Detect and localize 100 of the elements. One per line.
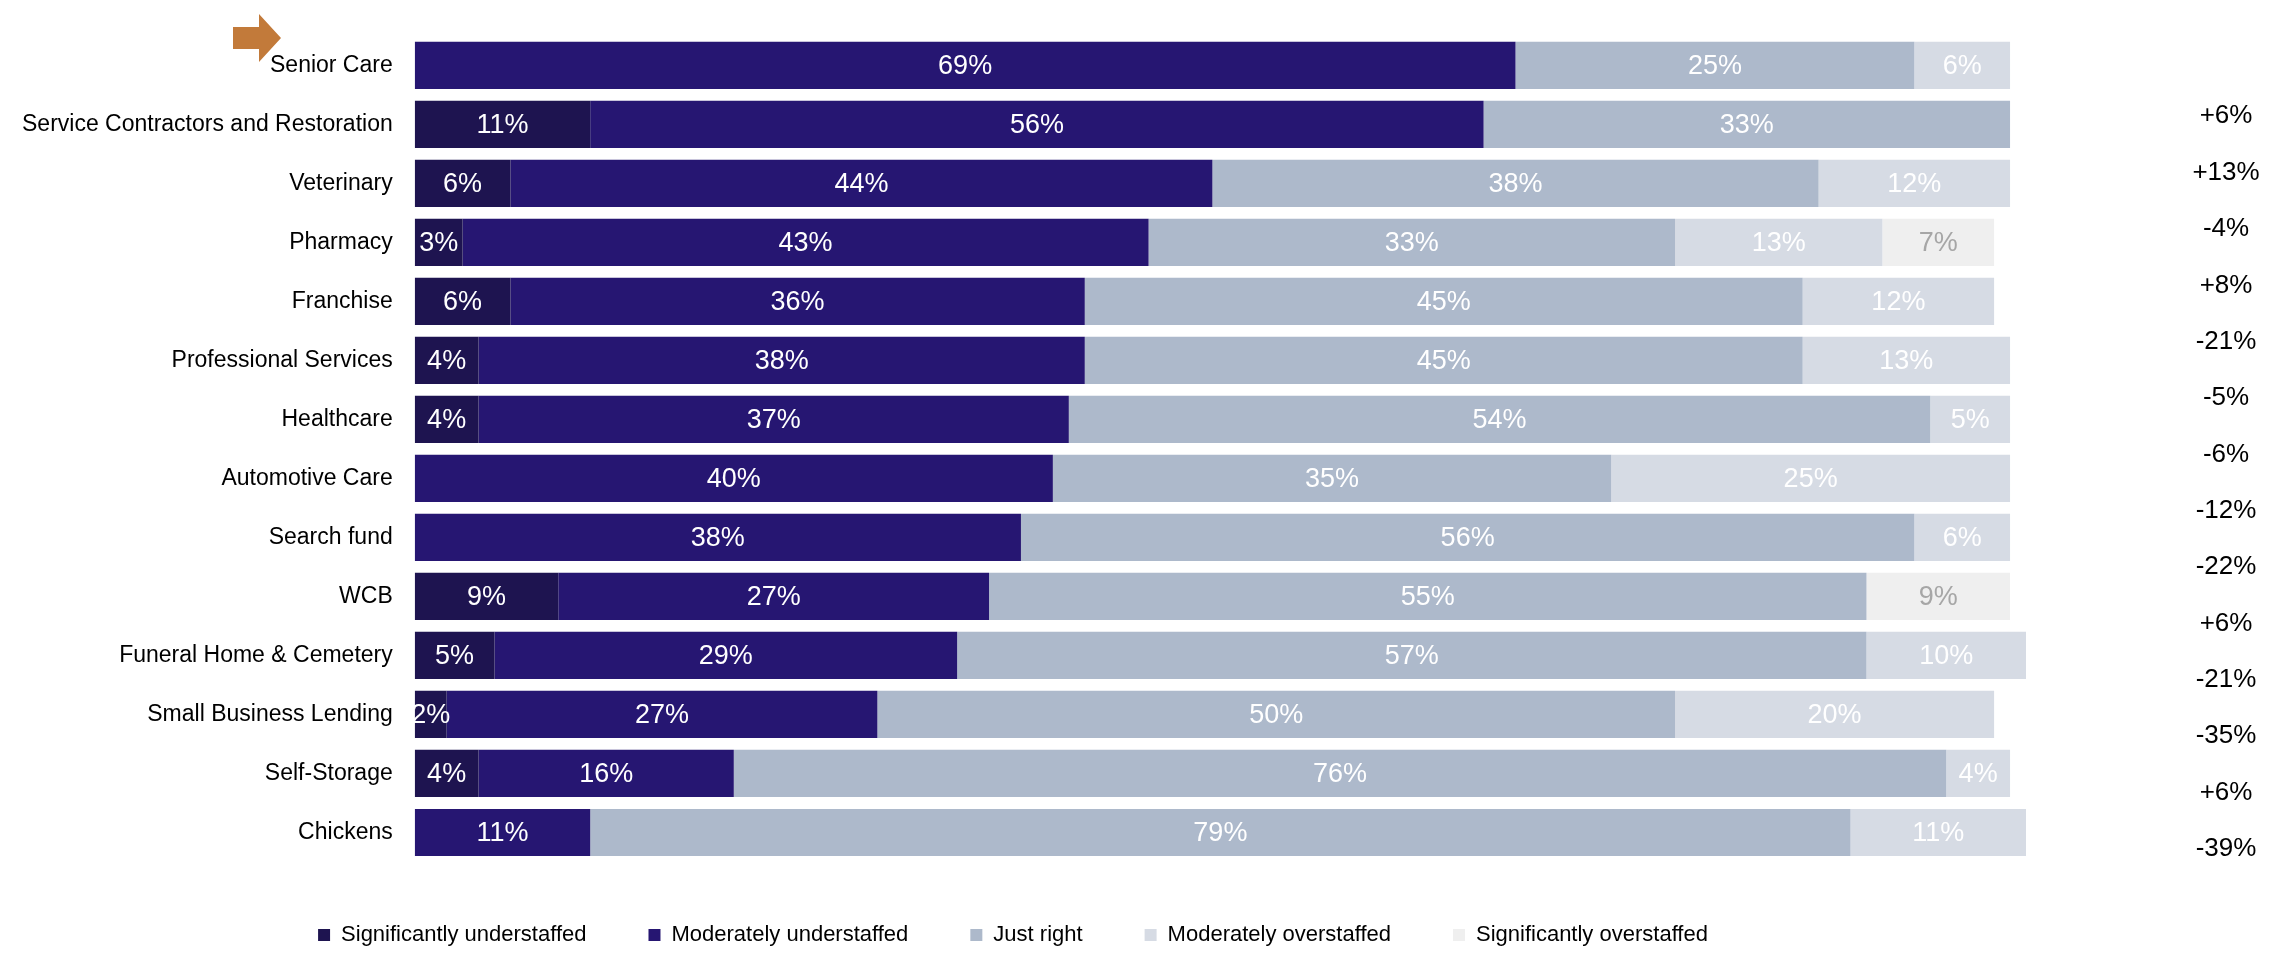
data-label: 9% — [1918, 580, 1958, 611]
text: +6% — [2199, 775, 2253, 806]
bar — [1882, 218, 1995, 266]
bar — [1611, 454, 2011, 503]
data-label: 4% — [427, 757, 467, 788]
data-label: 5% — [435, 639, 475, 670]
text: +6% — [2199, 606, 2253, 637]
y-tick-label: Funeral Home & Cemetery — [119, 640, 394, 667]
y-tick-label: Veterinary — [289, 168, 394, 195]
data-label: 43% — [778, 226, 833, 257]
text: +8% — [2199, 268, 2253, 299]
data-label: 76% — [1312, 757, 1368, 788]
bar — [1818, 159, 2011, 207]
data-label: 56% — [1440, 521, 1495, 552]
bar — [1675, 218, 1883, 266]
legend-label: Moderately overstaffed — [1167, 921, 1391, 947]
bar — [462, 218, 1149, 266]
bar — [494, 631, 958, 680]
bar — [1515, 41, 1915, 89]
bar — [1675, 690, 1995, 739]
data-label: 45% — [1416, 285, 1471, 316]
data-label: 9% — [467, 580, 507, 611]
data-label: 11% — [476, 108, 529, 139]
data-label: 27% — [634, 698, 690, 729]
y-tick-label: Franchise — [291, 286, 393, 313]
bar — [414, 513, 1021, 562]
bar — [414, 808, 591, 857]
legend-label: Significantly understaffed — [341, 921, 587, 947]
data-label: 27% — [746, 580, 801, 611]
y-tick-label: Professional Services — [171, 345, 393, 372]
data-label: 38% — [1488, 167, 1543, 198]
bar — [1084, 336, 1803, 384]
data-label: 33% — [1719, 108, 1774, 139]
legend-label: Just right — [993, 921, 1083, 947]
data-label: 35% — [1305, 462, 1360, 493]
bar — [414, 41, 1516, 89]
legend-label: Moderately understaffed — [671, 921, 909, 947]
bar — [1148, 218, 1676, 266]
text: +6% — [2199, 99, 2253, 130]
bar — [1802, 336, 2011, 384]
bar — [414, 277, 511, 325]
y-tick-label: Healthcare — [281, 404, 393, 431]
bar — [1866, 631, 2026, 680]
data-label: 25% — [1687, 49, 1742, 80]
y-tick-label: Service Contractors and Restoration — [21, 109, 393, 136]
data-label: 55% — [1400, 580, 1455, 611]
bar — [1212, 159, 1819, 207]
text: -5% — [2202, 381, 2250, 412]
bar — [590, 808, 1851, 857]
y-tick-label: WCB — [339, 581, 393, 608]
data-label: 6% — [443, 167, 483, 198]
y-tick-label: Self-Storage — [264, 758, 393, 785]
bar — [1914, 41, 2011, 89]
data-label: 54% — [1472, 403, 1527, 434]
data-label: 57% — [1384, 639, 1439, 670]
data-label: 36% — [770, 285, 825, 316]
bar — [1068, 395, 1931, 443]
text: -21% — [2195, 663, 2257, 694]
data-label: 6% — [443, 285, 483, 316]
data-label: 37% — [746, 403, 801, 434]
bar — [414, 159, 511, 207]
bar — [414, 454, 1053, 503]
data-label: 45% — [1416, 344, 1471, 375]
data-label: 4% — [427, 344, 467, 375]
text: -12% — [2195, 493, 2257, 524]
data-label: 38% — [754, 344, 809, 375]
bar — [733, 749, 1947, 798]
text: -4% — [2202, 212, 2250, 243]
data-label: 69% — [938, 49, 993, 80]
bar — [414, 100, 591, 148]
y-tick-label: Search fund — [268, 522, 393, 549]
bar — [1802, 277, 1995, 325]
bar — [1866, 572, 2011, 621]
bar — [877, 690, 1676, 739]
data-label: 11% — [476, 816, 529, 847]
data-label: 16% — [579, 757, 634, 788]
bar — [1483, 100, 2011, 148]
text: -22% — [2195, 550, 2257, 581]
y-tick-label: Chickens — [298, 817, 393, 844]
bar — [478, 395, 1069, 443]
text: -6% — [2202, 437, 2250, 468]
bar — [957, 631, 1867, 680]
y-tick-label: Senior Care — [269, 50, 393, 77]
data-label: 3% — [419, 226, 459, 257]
data-label: 7% — [1918, 226, 1958, 257]
data-label: 40% — [706, 462, 761, 493]
bar — [558, 572, 990, 621]
data-label: 38% — [690, 521, 745, 552]
data-label: 33% — [1384, 226, 1439, 257]
data-label: 4% — [427, 403, 467, 434]
text: +13% — [2192, 155, 2260, 186]
y-tick-label: Automotive Care — [221, 463, 393, 490]
bar — [989, 572, 1867, 621]
bar — [414, 572, 559, 621]
bar — [1020, 513, 1915, 562]
y-tick-label: Small Business Lending — [147, 699, 393, 726]
data-label: 44% — [834, 167, 889, 198]
bar — [1052, 454, 1612, 503]
bar — [478, 336, 1085, 384]
data-label: 29% — [698, 639, 753, 670]
